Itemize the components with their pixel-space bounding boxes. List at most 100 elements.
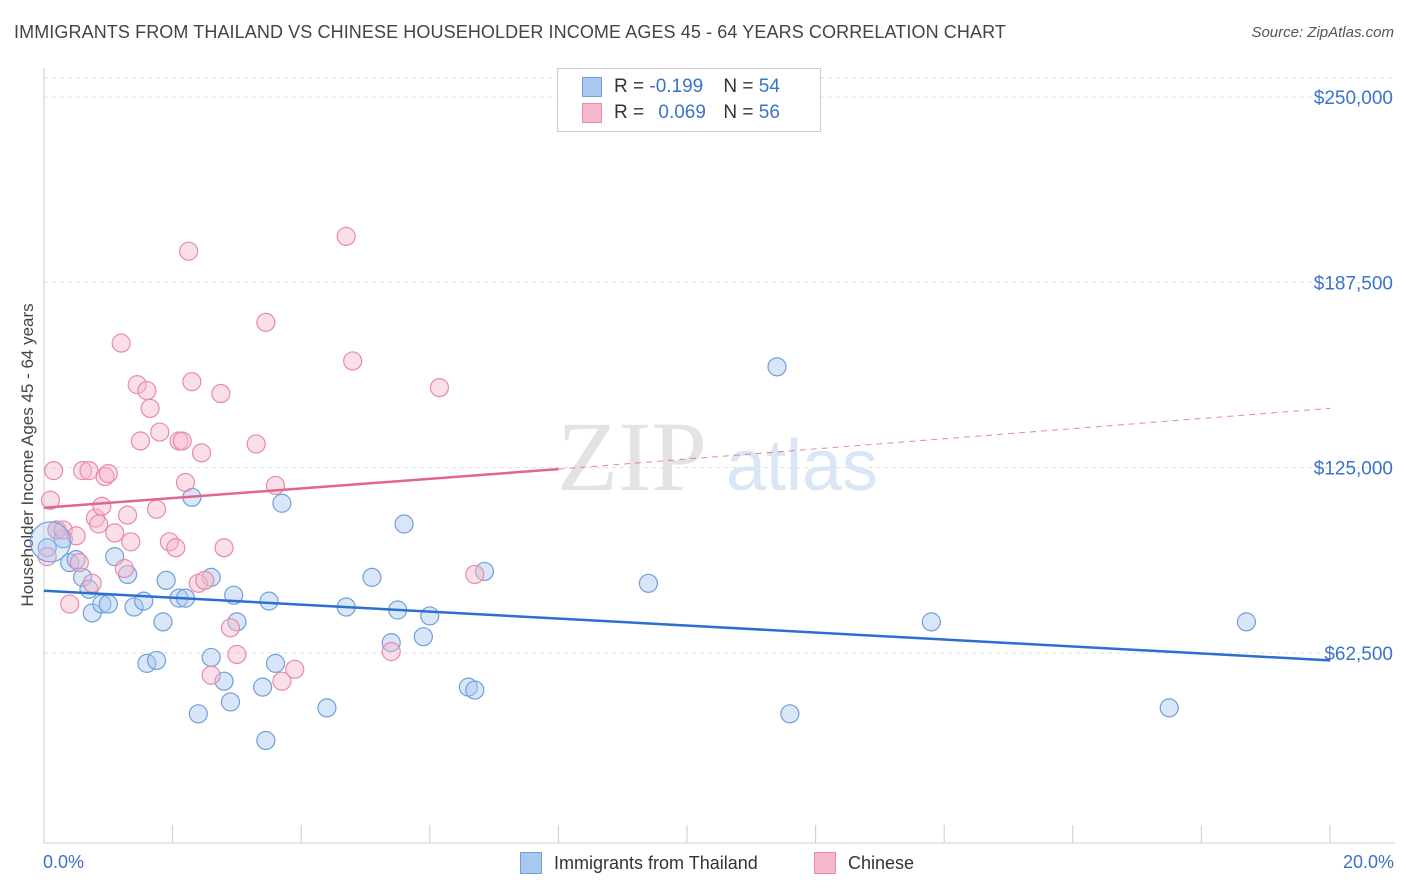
thailand-point	[146, 650, 167, 671]
grid-layer	[44, 77, 1395, 654]
chinese-point	[66, 526, 86, 546]
chinese-point	[172, 431, 192, 451]
legend-r-value: -0.199	[649, 76, 704, 97]
chinese-point	[60, 594, 80, 614]
chinese-point	[191, 443, 212, 463]
chinese-point	[114, 558, 134, 579]
thailand-point	[188, 704, 208, 724]
chinese-point	[111, 333, 131, 353]
legend-swatch-blue	[582, 77, 602, 97]
chinese-point	[195, 570, 215, 590]
thailand-point	[317, 698, 337, 718]
chinese-point	[105, 523, 125, 543]
chinese-point	[336, 226, 356, 246]
y-tick-label: $62,500	[1324, 644, 1393, 665]
thailand-point	[220, 692, 241, 712]
chart-title: IMMIGRANTS FROM THAILAND VS CHINESE HOUS…	[14, 22, 1006, 42]
y-tick-label: $187,500	[1314, 273, 1393, 294]
chinese-point	[130, 431, 151, 451]
thailand-trend-line	[43, 589, 1331, 662]
thailand-point	[465, 680, 485, 700]
thailand-point	[153, 612, 173, 632]
watermark-atlas: atlas	[726, 426, 878, 506]
thailand-point	[117, 564, 138, 585]
thailand-point	[921, 612, 941, 632]
chinese-point	[117, 505, 138, 525]
chinese-point	[272, 671, 292, 691]
chinese-point	[175, 472, 196, 493]
thailand-point	[253, 677, 273, 697]
thailand-point	[780, 704, 800, 724]
thailand-point	[124, 597, 144, 617]
thailand-point	[265, 653, 286, 673]
thailand-point	[1236, 612, 1257, 632]
thailand-point	[201, 647, 221, 668]
thailand-point	[767, 357, 787, 377]
legend-n-label: N =	[723, 102, 759, 123]
chinese-point	[95, 466, 115, 487]
bottom-legend-swatch-blue	[520, 852, 542, 874]
bottom-legend-thailand: Immigrants from Thailand	[520, 852, 758, 874]
thailand-point	[66, 549, 86, 570]
chinese-point	[179, 241, 199, 261]
chinese-trend-line	[43, 467, 559, 509]
chinese-point	[285, 659, 305, 679]
thailand-point	[256, 730, 276, 751]
y-tick-labels: $62,500 $125,000 $187,500 $250,000	[1314, 88, 1393, 665]
chinese-point	[44, 461, 64, 481]
axes-layer	[43, 68, 1395, 844]
chinese-point	[343, 351, 363, 371]
chinese-point	[182, 372, 202, 392]
legend-swatch-pink	[582, 103, 602, 123]
thailand-point	[362, 567, 382, 587]
bottom-legend-swatch-pink	[814, 852, 836, 874]
chinese-point	[465, 564, 485, 585]
chinese-point	[37, 547, 57, 567]
bottom-legend-label: Chinese	[848, 852, 915, 873]
watermark-zip: ZIP	[557, 401, 707, 512]
thailand-point	[394, 514, 414, 534]
chinese-point	[85, 508, 106, 528]
chinese-point	[137, 380, 157, 401]
thailand-point	[272, 493, 292, 513]
x-tick-min: 0.0%	[43, 852, 85, 872]
chinese-point	[381, 641, 401, 662]
legend-n-value: 56	[758, 102, 780, 123]
correlation-legend: R = -0.199 N = 54 R = 0.069 N = 56	[557, 68, 821, 132]
chinese-point	[256, 312, 276, 332]
chinese-point	[82, 573, 102, 593]
thailand-point	[413, 627, 433, 647]
chinese-point	[214, 538, 234, 558]
chinese-point	[89, 514, 109, 534]
chinese-point	[127, 375, 147, 395]
legend-r-value: 0.069	[658, 102, 706, 123]
legend-n-value: 54	[758, 76, 780, 97]
chinese-point	[72, 461, 93, 481]
thailand-point	[98, 594, 118, 614]
legend-r-label: R =	[614, 102, 650, 123]
thailand-cluster-point	[29, 521, 72, 563]
chinese-point	[150, 422, 170, 442]
chinese-point	[201, 665, 221, 685]
thailand-point	[420, 606, 440, 626]
chinese-point	[227, 644, 247, 665]
thailand-point	[72, 567, 93, 587]
chinese-point	[40, 490, 61, 510]
trend-layer	[43, 407, 1331, 662]
chinese-point	[146, 499, 167, 519]
thailand-point	[1159, 698, 1179, 718]
thailand-point	[638, 573, 659, 593]
chinese-point	[166, 538, 186, 558]
chinese-point	[220, 618, 241, 638]
chinese-point	[98, 463, 118, 484]
bottom-legend-label: Immigrants from Thailand	[554, 852, 758, 873]
chinese-point	[246, 434, 266, 454]
thailand-point	[259, 591, 279, 611]
chinese-point	[69, 552, 89, 573]
y-tick-label: $125,000	[1314, 459, 1393, 480]
watermark: ZIP atlas	[557, 401, 878, 512]
chinese-point	[211, 383, 231, 404]
bottom-legend-chinese: Chinese	[814, 852, 914, 874]
chinese-point	[429, 378, 450, 398]
